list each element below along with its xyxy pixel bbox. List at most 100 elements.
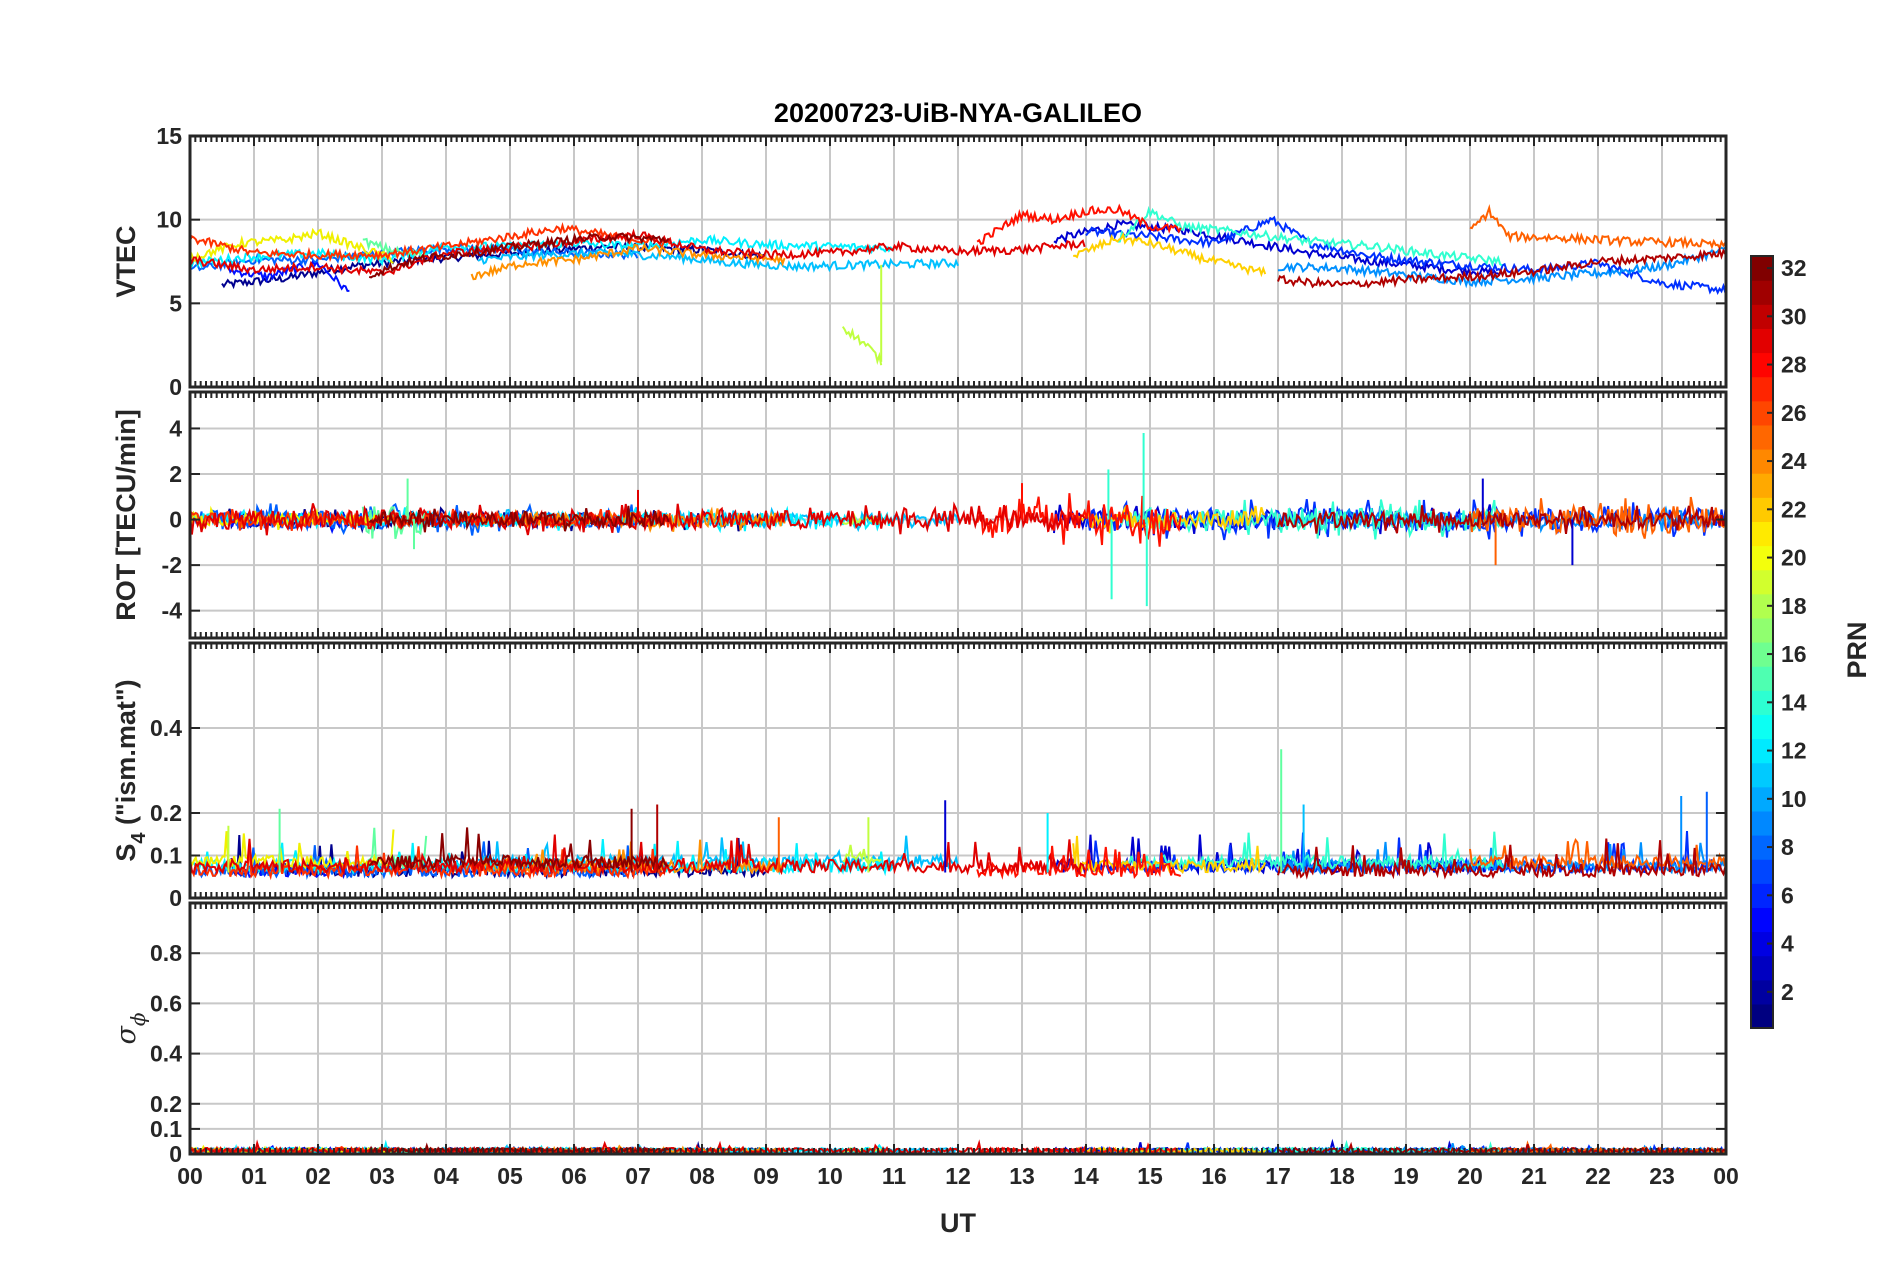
y-tick-label: 0 xyxy=(169,885,182,911)
series-line-prn-31-vtec xyxy=(368,232,670,279)
x-axis-label: UT xyxy=(940,1208,976,1238)
series-line-prn-20-vtec xyxy=(190,227,394,264)
panel-s4: 00.10.20.4S4 ("ism.mat") xyxy=(111,641,1728,911)
y-axis-label-sub: ϕ xyxy=(126,1012,150,1026)
colorbar-tick-label: 2 xyxy=(1781,979,1794,1005)
x-tick-label: 15 xyxy=(1137,1163,1163,1189)
colorbar-tick-label: 32 xyxy=(1781,255,1807,281)
y-tick-label: 0 xyxy=(169,374,182,400)
series-line-prn-29-s4 xyxy=(190,834,1086,876)
colorbar-segment xyxy=(1751,859,1773,884)
y-tick-label: 0.2 xyxy=(150,1091,182,1117)
series-line-prn-26-s4 xyxy=(190,845,671,881)
colorbar-segment xyxy=(1751,907,1773,933)
colorbar-segment xyxy=(1751,738,1773,764)
y-axis-label-main: σ xyxy=(111,1025,142,1045)
colorbar-tick-label: 16 xyxy=(1781,641,1807,667)
colorbar-segment xyxy=(1751,617,1773,643)
x-tick-label: 00 xyxy=(1713,1163,1739,1189)
colorbar-segment xyxy=(1751,280,1773,305)
y-tick-label: 0.8 xyxy=(150,940,182,966)
chart-title: 20200723-UiB-NYA-GALILEO xyxy=(774,98,1142,128)
series-line-prn-20-s4 xyxy=(190,829,395,871)
x-tick-label: 19 xyxy=(1393,1163,1419,1189)
x-tick-label: 13 xyxy=(1009,1163,1035,1189)
colorbar-segment xyxy=(1751,883,1773,908)
panel-vtec: 0 5 10 15 VTEC xyxy=(111,123,1728,400)
colorbar-segment xyxy=(1751,424,1773,450)
series-line-prn-21-sigma xyxy=(1072,1146,1267,1154)
colorbar-segment xyxy=(1751,955,1773,981)
y-axis-label-sub: 4 xyxy=(128,832,150,844)
colorbar-segment xyxy=(1751,666,1773,691)
colorbar-segment xyxy=(1751,642,1773,667)
series-line-prn-1-vtec xyxy=(221,241,766,290)
series-group xyxy=(190,433,1726,607)
series-line-prn-9-vtec xyxy=(1278,246,1726,289)
panel-sigma: 00.10.2 0.4 0.6 0.8 σϕ xyxy=(111,901,1728,1167)
x-tick-label: 06 xyxy=(561,1163,587,1189)
x-tick-label: 00 xyxy=(177,1163,203,1189)
colorbar-segment xyxy=(1751,931,1773,957)
colorbar-tick-label: 28 xyxy=(1781,352,1807,378)
y-tick-label: 0.1 xyxy=(150,843,182,869)
x-tick-label: 07 xyxy=(625,1163,651,1189)
y-tick-label: 0.1 xyxy=(150,1116,182,1142)
colorbar-segment xyxy=(1751,762,1773,788)
colorbar-segment xyxy=(1751,328,1773,354)
colorbar-tick-label: 6 xyxy=(1781,882,1794,908)
x-tick-label: 11 xyxy=(882,1163,907,1189)
series-line-prn-26-vtec xyxy=(190,222,671,263)
series-line-prn-18-vtec xyxy=(841,326,883,366)
x-tick-label: 01 xyxy=(241,1163,267,1189)
colorbar-segment xyxy=(1751,521,1773,547)
x-tick-label: 03 xyxy=(369,1163,395,1189)
series-line-prn-31-rot xyxy=(368,505,670,533)
series-line-prn-29-vtec xyxy=(190,228,1086,277)
x-tick-label: 09 xyxy=(753,1163,779,1189)
colorbar-segment xyxy=(1751,376,1773,402)
y-axis-label-rot: ROT [TECU/min] xyxy=(111,409,141,620)
series-line-prn-21-s4 xyxy=(1072,835,1267,874)
colorbar-segment xyxy=(1751,714,1773,740)
x-tick-label: 17 xyxy=(1265,1163,1291,1189)
x-tick-label: 08 xyxy=(689,1163,715,1189)
colorbar-segment xyxy=(1751,786,1773,812)
colorbar-segment xyxy=(1751,1003,1773,1029)
colorbar-tick-label: 26 xyxy=(1781,400,1807,426)
y-tick-label: -2 xyxy=(162,552,182,578)
x-tick-label: 12 xyxy=(945,1163,971,1189)
colorbar-segment xyxy=(1751,352,1773,378)
colorbar-tick-label: 30 xyxy=(1781,303,1807,329)
series-line-prn-24-rot xyxy=(1469,496,1726,539)
colorbar-segment xyxy=(1751,473,1773,498)
y-axis-label-sigma: σϕ xyxy=(111,1012,150,1044)
y-tick-label: 0 xyxy=(169,1141,182,1167)
colorbar-segment xyxy=(1751,593,1773,619)
series-line-prn-27-vtec xyxy=(976,203,1182,246)
series-line-prn-30-rot xyxy=(1277,505,1726,535)
y-tick-label: 0 xyxy=(169,507,182,533)
colorbar-tick-label: 22 xyxy=(1781,496,1807,522)
colorbar-segment xyxy=(1751,449,1773,474)
series-line-prn-5-vtec xyxy=(1085,215,1726,296)
series-line-prn-13-s4 xyxy=(1117,831,1503,872)
x-tick-label: 05 xyxy=(497,1163,523,1189)
colorbar-tick-label: 18 xyxy=(1781,593,1807,619)
series-group xyxy=(190,203,1726,366)
series-line-prn-23-vtec xyxy=(470,242,786,281)
colorbar-segment xyxy=(1751,497,1773,522)
series-group xyxy=(190,749,1726,881)
x-tick-label: 10 xyxy=(817,1163,843,1189)
colorbar-segment xyxy=(1751,835,1773,860)
colorbar-label: PRN xyxy=(1842,621,1872,678)
x-tick-label: 14 xyxy=(1073,1163,1099,1189)
x-tick-label: 04 xyxy=(433,1163,459,1189)
y-axis-label-s4: S4 ("ism.mat") xyxy=(111,679,150,861)
colorbar-segment xyxy=(1751,810,1773,836)
y-tick-label: 10 xyxy=(156,207,182,233)
x-tick-label: 02 xyxy=(305,1163,331,1189)
colorbar-segment xyxy=(1751,304,1773,329)
